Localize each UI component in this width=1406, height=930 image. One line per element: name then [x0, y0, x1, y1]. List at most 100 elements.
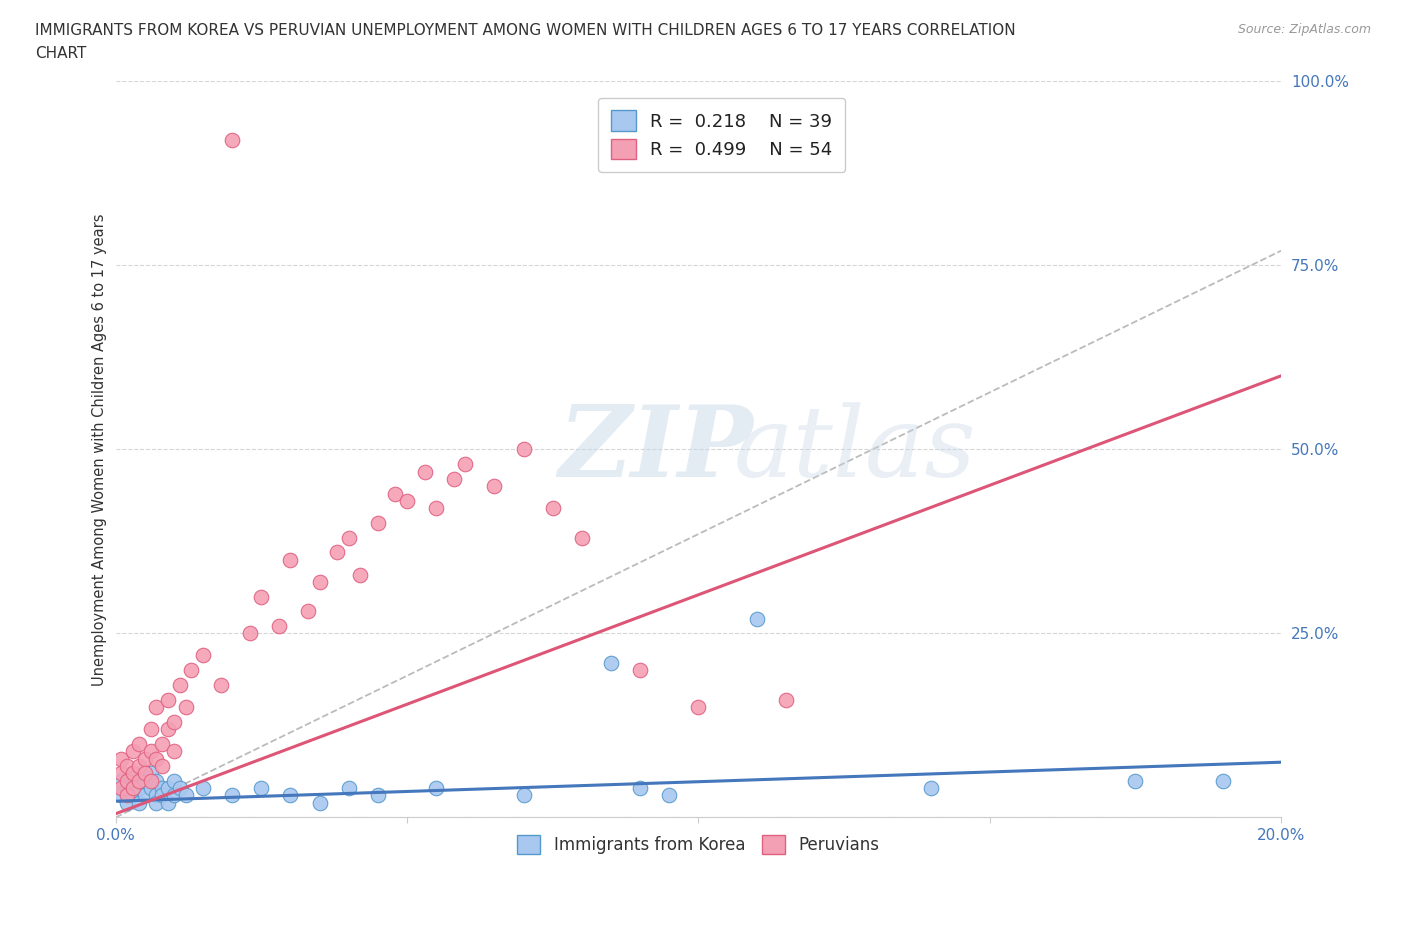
Point	[150, 788, 173, 803]
Point	[425, 780, 447, 795]
Point	[250, 590, 273, 604]
Point	[134, 751, 156, 766]
Point	[367, 788, 389, 803]
Point	[139, 765, 162, 780]
Point	[395, 494, 418, 509]
Point	[267, 618, 290, 633]
Point	[280, 788, 302, 803]
Point	[1212, 773, 1234, 788]
Point	[191, 780, 214, 795]
Point	[745, 611, 768, 626]
Point	[239, 626, 262, 641]
Point	[628, 780, 651, 795]
Point	[308, 795, 330, 810]
Point	[163, 714, 186, 729]
Point	[117, 788, 139, 803]
Point	[221, 133, 243, 148]
Point	[145, 788, 167, 803]
Point	[128, 737, 150, 751]
Point	[349, 567, 371, 582]
Point	[443, 472, 465, 486]
Point	[250, 780, 273, 795]
Point	[117, 759, 139, 774]
Point	[920, 780, 942, 795]
Point	[110, 788, 132, 803]
Point	[163, 744, 186, 759]
Point	[658, 788, 681, 803]
Point	[145, 795, 167, 810]
Text: Source: ZipAtlas.com: Source: ZipAtlas.com	[1237, 23, 1371, 36]
Point	[174, 699, 197, 714]
Point	[326, 545, 349, 560]
Point	[163, 773, 186, 788]
Point	[180, 663, 202, 678]
Point	[128, 773, 150, 788]
Point	[122, 744, 145, 759]
Point	[145, 751, 167, 766]
Point	[157, 780, 180, 795]
Point	[169, 780, 191, 795]
Point	[150, 737, 173, 751]
Legend: Immigrants from Korea, Peruvians: Immigrants from Korea, Peruvians	[510, 828, 886, 860]
Text: CHART: CHART	[35, 46, 87, 61]
Point	[117, 795, 139, 810]
Y-axis label: Unemployment Among Women with Children Ages 6 to 17 years: Unemployment Among Women with Children A…	[93, 213, 107, 685]
Point	[122, 765, 145, 780]
Point	[139, 780, 162, 795]
Point	[128, 795, 150, 810]
Point	[110, 780, 132, 795]
Point	[110, 773, 132, 788]
Point	[150, 759, 173, 774]
Point	[128, 759, 150, 774]
Point	[117, 773, 139, 788]
Point	[134, 773, 156, 788]
Point	[1125, 773, 1147, 788]
Text: atlas: atlas	[734, 402, 976, 497]
Point	[122, 780, 145, 795]
Point	[297, 604, 319, 618]
Point	[454, 457, 477, 472]
Point	[308, 575, 330, 590]
Point	[384, 486, 406, 501]
Point	[600, 656, 623, 671]
Point	[191, 648, 214, 663]
Point	[157, 722, 180, 737]
Point	[128, 780, 150, 795]
Point	[122, 788, 145, 803]
Point	[134, 788, 156, 803]
Point	[122, 765, 145, 780]
Point	[163, 788, 186, 803]
Point	[110, 765, 132, 780]
Point	[337, 780, 360, 795]
Point	[139, 722, 162, 737]
Text: IMMIGRANTS FROM KOREA VS PERUVIAN UNEMPLOYMENT AMONG WOMEN WITH CHILDREN AGES 6 : IMMIGRANTS FROM KOREA VS PERUVIAN UNEMPL…	[35, 23, 1015, 38]
Point	[280, 552, 302, 567]
Point	[413, 464, 436, 479]
Point	[134, 765, 156, 780]
Point	[169, 677, 191, 692]
Point	[139, 773, 162, 788]
Point	[139, 744, 162, 759]
Point	[484, 479, 506, 494]
Point	[209, 677, 232, 692]
Point	[688, 699, 710, 714]
Point	[110, 751, 132, 766]
Point	[221, 788, 243, 803]
Point	[157, 692, 180, 707]
Point	[571, 530, 593, 545]
Point	[367, 515, 389, 530]
Point	[150, 780, 173, 795]
Point	[145, 699, 167, 714]
Point	[541, 501, 564, 516]
Point	[337, 530, 360, 545]
Point	[628, 663, 651, 678]
Point	[117, 780, 139, 795]
Point	[512, 788, 534, 803]
Point	[174, 788, 197, 803]
Point	[157, 795, 180, 810]
Text: ZIP: ZIP	[558, 401, 754, 498]
Point	[775, 692, 797, 707]
Point	[425, 501, 447, 516]
Point	[512, 442, 534, 457]
Point	[145, 773, 167, 788]
